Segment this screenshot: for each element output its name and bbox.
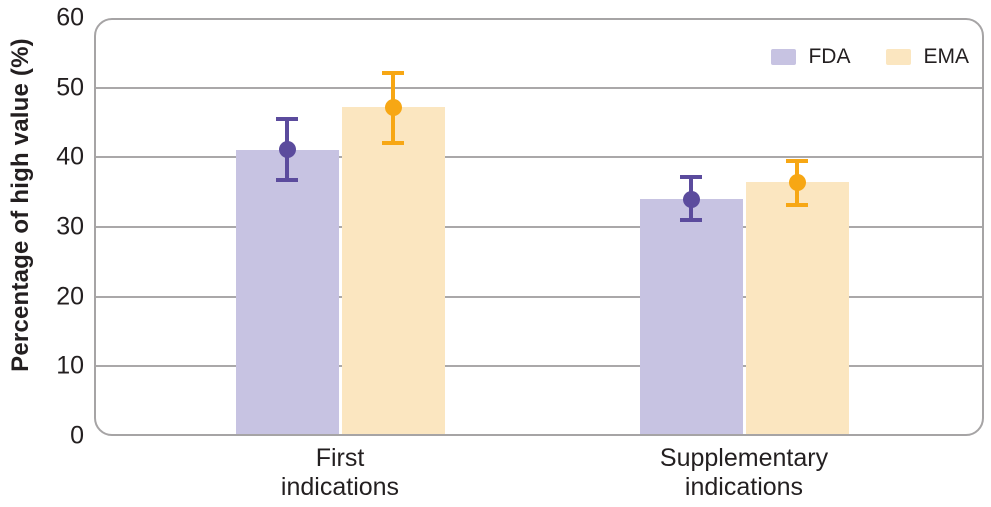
gridline-40 — [94, 156, 984, 159]
point-estimate-dot-ema-1 — [788, 173, 806, 191]
y-tick-label-20: 20 — [56, 282, 84, 311]
gridline-10 — [94, 365, 984, 368]
error-bar-cap-top — [382, 70, 404, 75]
error-bar-fda-0 — [276, 116, 298, 183]
gridline-20 — [94, 295, 984, 298]
bar-ema-1 — [745, 182, 849, 436]
gridline-30 — [94, 226, 984, 228]
point-estimate-dot-fda-1 — [682, 190, 700, 208]
error-bar-cap-bottom — [680, 218, 702, 223]
y-tick-label-50: 50 — [56, 73, 84, 102]
error-bar-fda-1 — [680, 175, 702, 223]
bar-fda-1 — [639, 199, 743, 436]
ema-legend-label: EMA — [923, 45, 969, 68]
x-category-label-first-indications: First indications — [280, 444, 400, 501]
y-tick-label-40: 40 — [56, 142, 84, 171]
point-estimate-dot-fda-0 — [278, 141, 296, 159]
legend-item-fda: FDA — [771, 45, 850, 69]
error-bar-ema-0 — [382, 70, 404, 145]
fda-swatch-icon — [771, 49, 797, 65]
gridline-50 — [94, 86, 984, 89]
y-tick-label-0: 0 — [70, 421, 84, 450]
error-bar-ema-1 — [786, 158, 808, 207]
error-bar-cap-top — [276, 116, 298, 121]
plot-area: FDA EMA — [94, 18, 984, 436]
x-category-label-supplementary-indications: Supplementary indications — [659, 444, 829, 501]
fda-legend-label: FDA — [808, 45, 851, 68]
legend: FDA EMA — [771, 45, 969, 69]
error-bar-cap-bottom — [276, 178, 298, 183]
error-bar-cap-top — [680, 175, 702, 180]
bar-ema-0 — [341, 107, 445, 436]
error-bar-cap-bottom — [786, 202, 808, 207]
error-bar-cap-top — [786, 158, 808, 163]
y-tick-label-60: 60 — [56, 3, 84, 32]
error-bar-cap-bottom — [382, 140, 404, 145]
y-tick-label-10: 10 — [56, 351, 84, 380]
legend-item-ema: EMA — [886, 45, 969, 69]
ema-swatch-icon — [886, 49, 912, 65]
point-estimate-dot-ema-0 — [384, 98, 402, 116]
y-tick-label-30: 30 — [56, 212, 84, 241]
bar-fda-0 — [235, 149, 339, 436]
